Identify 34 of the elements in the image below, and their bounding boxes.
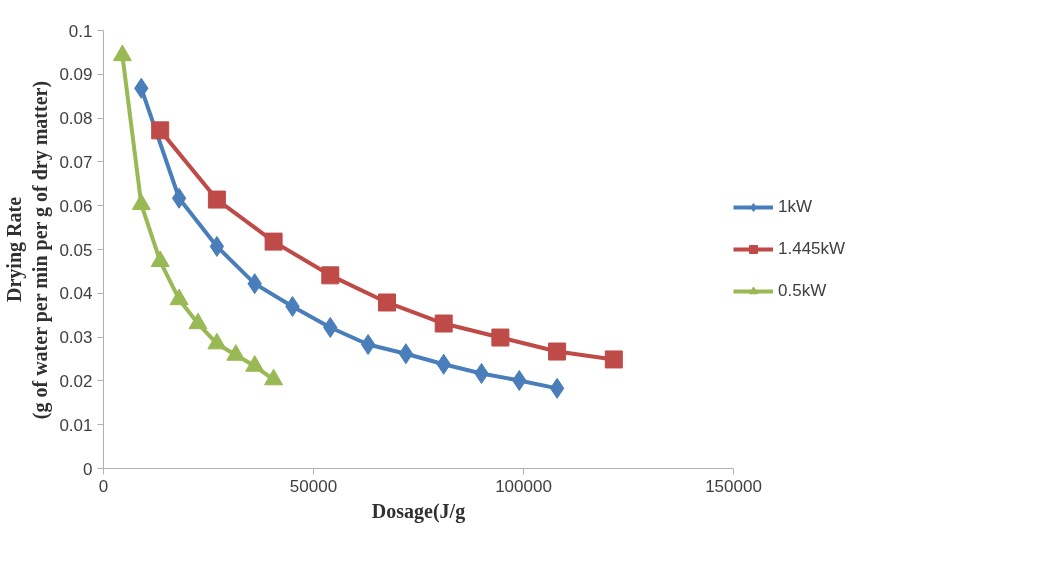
y-tick-label: 0.09 (59, 65, 93, 85)
x-tick-label: 50000 (289, 476, 338, 496)
point (264, 232, 283, 251)
y-tick-label: 0.05 (59, 240, 93, 260)
point (209, 235, 225, 257)
point (604, 350, 623, 369)
x-tick-label: 0 (98, 476, 109, 496)
point (207, 190, 226, 209)
y-tick-label: 0.07 (59, 152, 93, 172)
legend-label: 1.445kW (778, 239, 846, 259)
point (378, 293, 396, 312)
point (321, 266, 340, 285)
point (151, 121, 170, 140)
x-axis-title: Dosage(J/g (371, 499, 466, 523)
point (171, 187, 187, 209)
point (549, 377, 565, 399)
y-axis-title: Drying Rate (g of water per min per g of dry matter) (3, 80, 53, 420)
point (398, 343, 414, 365)
legend-label: 1kW (778, 197, 812, 217)
y-tick-label: 0.01 (59, 415, 93, 435)
y-tick-label: 0.06 (59, 196, 93, 216)
legend-label: 0.5kW (778, 281, 827, 301)
point (360, 334, 376, 356)
x-tick-label: 100000 (495, 476, 552, 496)
point (491, 328, 510, 347)
y-tick-label: 0.04 (59, 284, 93, 304)
point (548, 342, 567, 361)
y-tick-label: 0.08 (59, 109, 93, 129)
point (434, 314, 453, 333)
y-tick-label: 0.03 (59, 328, 93, 348)
y-tick-label: 0 (83, 459, 93, 479)
x-tick-label: 150000 (705, 476, 762, 496)
y-tick-label: 0.1 (68, 21, 93, 41)
y-tick-label: 0.02 (59, 371, 93, 391)
